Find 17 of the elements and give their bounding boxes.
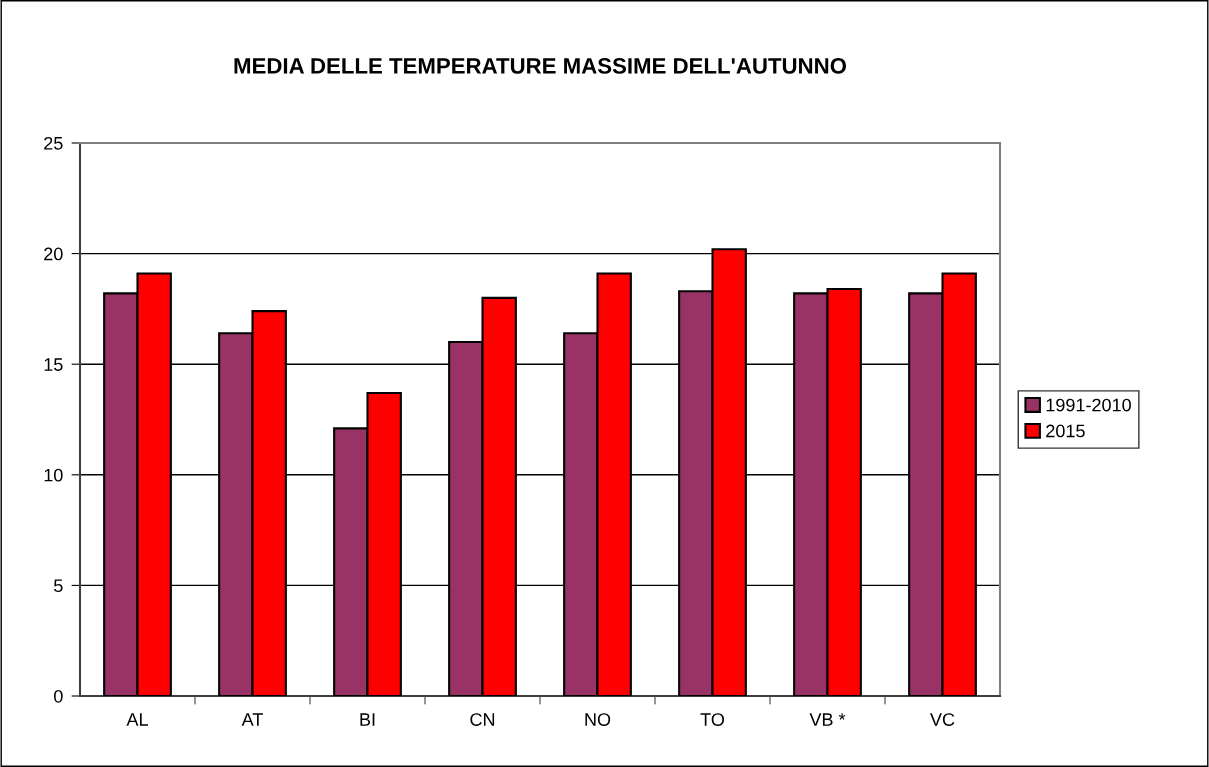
x-tick-label: VB * — [809, 713, 846, 726]
x-tick-label: TO — [700, 713, 725, 726]
legend-label: 2015 — [1046, 424, 1085, 438]
y-tick-label: 20 — [44, 247, 63, 261]
x-tick-label: CN — [470, 713, 495, 726]
y-tick-label: 10 — [44, 468, 63, 482]
x-tick-label: AL — [126, 713, 148, 726]
x-tick-label: VC — [930, 713, 955, 726]
y-tick-label: 0 — [54, 689, 63, 703]
chart-title: MEDIA DELLE TEMPERATURE MASSIME DELL'AUTUNNO — [234, 58, 847, 74]
y-tick-label: 25 — [44, 136, 63, 150]
y-tick-label: 5 — [54, 579, 63, 593]
x-tick-label: BI — [360, 713, 375, 726]
y-tick-label: 15 — [44, 358, 63, 371]
x-tick-label: NO — [585, 713, 611, 726]
legend-label: 1991-2010 — [1046, 398, 1131, 412]
x-tick-label: AT — [241, 713, 263, 726]
